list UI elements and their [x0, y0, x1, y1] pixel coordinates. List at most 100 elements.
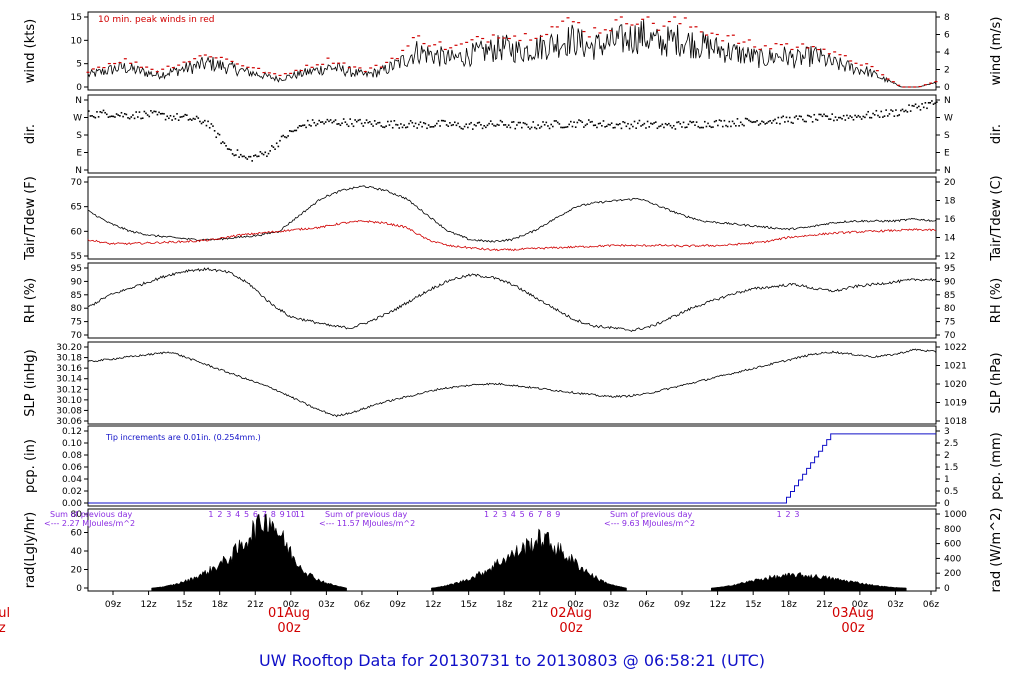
dir-point [346, 123, 348, 126]
dir-point [592, 124, 595, 127]
dir-point [413, 125, 415, 128]
dir-point [735, 125, 737, 127]
dir-point [834, 116, 837, 118]
dir-point [172, 115, 175, 118]
dir-point [596, 126, 598, 129]
dir-point [587, 119, 590, 121]
dir-point [324, 121, 327, 123]
right-tick-label: 2 [944, 451, 950, 461]
dir-point [867, 110, 869, 113]
dir-point [777, 116, 780, 119]
dir-point [334, 119, 337, 121]
dir-point [496, 123, 499, 126]
dir-point [385, 125, 387, 127]
dir-point [331, 121, 334, 124]
dir-point [643, 122, 646, 125]
left-tick-label: 0.00 [62, 499, 82, 509]
right-tick-label: 1021 [944, 362, 967, 372]
dir-point [574, 126, 577, 128]
dir-point [208, 126, 211, 129]
dir-point [911, 104, 914, 107]
dir-point [931, 100, 933, 102]
dir-point [529, 128, 531, 130]
date-sublabel: 00z [841, 621, 865, 636]
dir-point [782, 115, 785, 118]
dir-point [803, 120, 806, 123]
dir-point [723, 119, 726, 122]
right-tick-label: 16 [944, 215, 956, 225]
dir-point [906, 111, 909, 113]
time-tick-label: 12z [425, 600, 441, 610]
dir-point [503, 124, 505, 126]
dir-point [692, 121, 695, 123]
right-tick-label: 12 [944, 252, 955, 262]
dir-point [509, 126, 512, 129]
left-tick-label: 80 [71, 510, 83, 520]
dir-point [465, 123, 468, 126]
dir-point [329, 119, 332, 121]
dir-point [728, 120, 731, 123]
dir-point [744, 117, 747, 120]
dir-point [738, 125, 740, 127]
dir-point [623, 121, 626, 124]
dir-point [918, 105, 920, 108]
dir-point [171, 119, 173, 121]
dir-point [233, 154, 236, 157]
dir-point [547, 125, 549, 127]
dir-point [351, 123, 353, 125]
dir-point [813, 113, 816, 116]
dir-point [244, 156, 247, 159]
left-tick-label: 30.18 [56, 354, 82, 364]
dir-point [377, 121, 379, 124]
dir-point [507, 124, 510, 126]
right-tick-label: 3 [944, 427, 950, 437]
dir-point [563, 126, 566, 129]
dir-point [630, 123, 633, 126]
left-tick-label: E [76, 149, 82, 159]
dir-point [919, 109, 922, 111]
dir-point [875, 109, 878, 112]
y-axis-label-left: pcp. (in) [23, 439, 38, 493]
dir-point [421, 125, 423, 128]
y-axis-label-right: dir. [989, 124, 1004, 144]
right-tick-label: 70 [944, 331, 956, 341]
dir-point [823, 113, 825, 116]
dir-point [584, 124, 587, 127]
dir-point [485, 126, 487, 129]
dir-point [311, 119, 314, 121]
rad-hour-mark: 6 [529, 510, 534, 519]
dir-point [308, 124, 311, 126]
dir-point [851, 116, 853, 119]
dir-point [261, 152, 263, 155]
dir-point [284, 136, 286, 138]
rad-note-value: <--- 2.27 MJoules/m^2 [44, 519, 135, 528]
dir-point [362, 125, 365, 127]
dir-point [432, 125, 435, 128]
dir-point [506, 126, 508, 128]
panel-frame-rh [87, 262, 937, 339]
dir-point [453, 121, 456, 124]
dir-point [759, 122, 762, 125]
rad-hour-mark: 3 [226, 510, 231, 519]
dir-point [610, 122, 613, 125]
time-tick-label: 18z [496, 600, 512, 610]
dir-point [852, 118, 855, 121]
right-tick-label: 0 [944, 499, 950, 509]
dir-point [914, 103, 917, 106]
y-axis-label-right: RH (%) [989, 278, 1004, 323]
dir-point [808, 115, 811, 117]
y-axis-label-right: wind (m/s) [989, 17, 1004, 86]
dir-point [903, 110, 905, 113]
right-tick-label: 8 [944, 13, 950, 23]
dir-point [873, 114, 876, 116]
rad-note-value: <--- 11.57 MJoules/m^2 [319, 519, 415, 528]
dir-point [885, 109, 887, 111]
dir-point [591, 120, 593, 123]
dir-point [578, 119, 580, 121]
right-tick-label: S [944, 131, 950, 141]
left-tick-label: 0.08 [62, 451, 82, 461]
dir-point [409, 120, 412, 122]
dir-point [491, 123, 494, 125]
dir-point [860, 118, 863, 120]
dir-point [336, 123, 338, 125]
